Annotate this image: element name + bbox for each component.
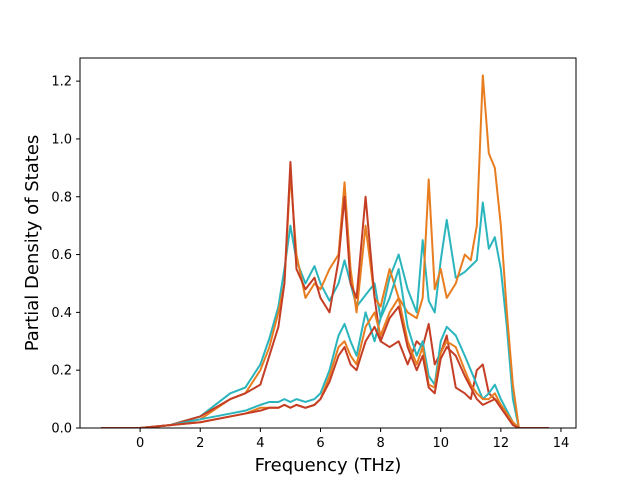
x-tick-label: 0: [136, 436, 144, 451]
y-tick-label: 1.0: [51, 132, 72, 147]
y-axis-label: Partial Density of States: [22, 135, 43, 352]
x-tick-label: 14: [553, 436, 570, 451]
y-tick-label: 1.2: [51, 75, 72, 90]
y-tick-label: 0.8: [51, 190, 72, 205]
x-tick-label: 4: [256, 436, 264, 451]
x-tick-label: 12: [493, 436, 510, 451]
y-tick-label: 0.2: [51, 364, 72, 379]
plot-frame: [79, 57, 577, 429]
x-tick-label: 6: [316, 436, 324, 451]
x-axis-ticks: 0 2 4 6 8 10 12 14: [136, 428, 569, 451]
series-layer: [101, 74, 549, 428]
y-tick-label: 0.0: [51, 422, 72, 437]
series-line-3: [101, 161, 549, 428]
y-tick-label: 0.6: [51, 248, 72, 263]
series-line-6: [101, 305, 549, 428]
x-tick-label: 10: [432, 436, 449, 451]
y-axis-ticks: 0.0 0.2 0.4 0.6 0.8 1.0 1.2: [51, 75, 80, 437]
series-line-4: [101, 268, 549, 428]
x-tick-label: 8: [376, 436, 384, 451]
y-tick-label: 0.4: [51, 306, 72, 321]
x-axis-label: Frequency (THz): [255, 455, 402, 476]
x-tick-label: 2: [196, 436, 204, 451]
series-line-2: [101, 74, 549, 428]
